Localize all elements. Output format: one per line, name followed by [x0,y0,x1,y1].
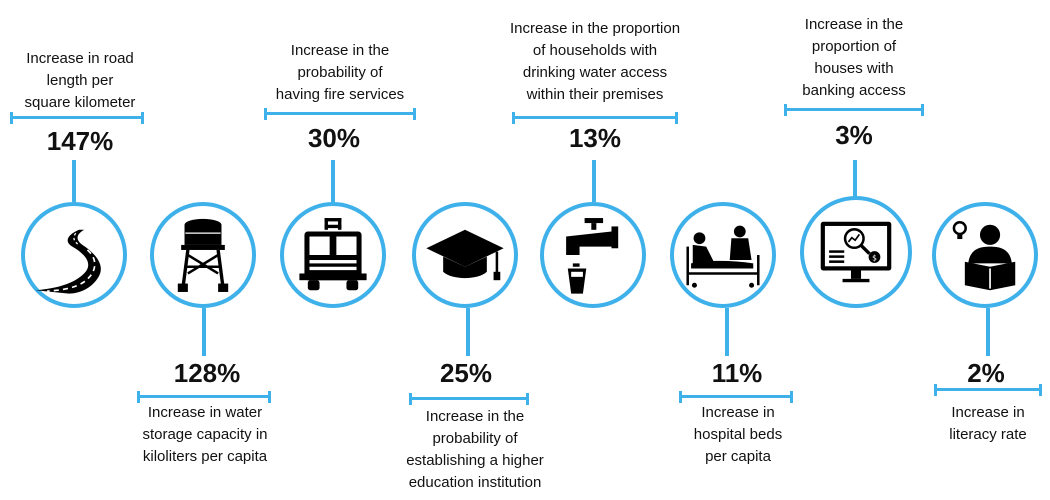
bracket-divider [512,112,678,124]
indicator-value: 128% [173,358,241,388]
svg-text:$: $ [872,253,877,262]
bracket-divider [264,108,416,120]
banking-monitor-icon: $ [820,221,892,283]
indicator-value: 2% [967,358,1005,388]
indicator-caption: Increase in the probability of having fire… [275,42,405,103]
indicator-caption: Increase in hospital beds per capita [693,404,783,465]
connector-line [986,308,990,356]
icon-circle [280,202,386,308]
graduation-cap-icon [426,229,504,281]
bracket-divider [10,112,144,124]
icon-circle [412,202,518,308]
icon-circle [540,202,646,308]
road-icon [35,229,101,294]
bracket-divider [784,104,924,116]
connector-line [592,160,596,202]
connector-line [72,160,76,202]
hospital-bed-icon [686,225,760,288]
bracket-divider [409,393,529,405]
icon-circle [932,202,1038,308]
icon-circle: $ [800,196,912,308]
connector-line [466,308,470,356]
connector-line [853,160,857,198]
indicator-caption: Increase in road length per square kilomet… [24,50,136,111]
indicator-caption: Increase in the proportion of households … [509,20,681,103]
bracket-divider [137,391,271,403]
indicator-caption: Increase in water storage capacity in kilo… [142,404,268,465]
indicator-value: 147% [46,126,114,156]
icon-circle [21,202,127,308]
connector-line [202,308,206,356]
indicator-caption: Increase in the probability of establishin… [406,408,544,491]
water-tap-icon [566,218,619,294]
icon-circle [670,202,776,308]
indicator-caption: Increase in the proportion of houses with b… [802,16,906,99]
indicator-caption: Increase in literacy rate [949,404,1027,443]
bracket-divider [934,384,1042,396]
icon-circle [150,202,256,308]
indicator-value: 25% [439,358,493,388]
connector-line [331,160,335,202]
water-tower-icon [177,218,229,292]
reading-person-icon [952,220,1016,291]
connector-line [725,308,729,356]
fire-truck-icon [299,218,367,291]
indicator-value: 13% [568,123,622,153]
indicator-value: 30% [307,123,361,153]
indicator-value: 11% [711,358,763,388]
indicator-value: 3% [835,120,873,150]
bracket-divider [679,391,793,403]
